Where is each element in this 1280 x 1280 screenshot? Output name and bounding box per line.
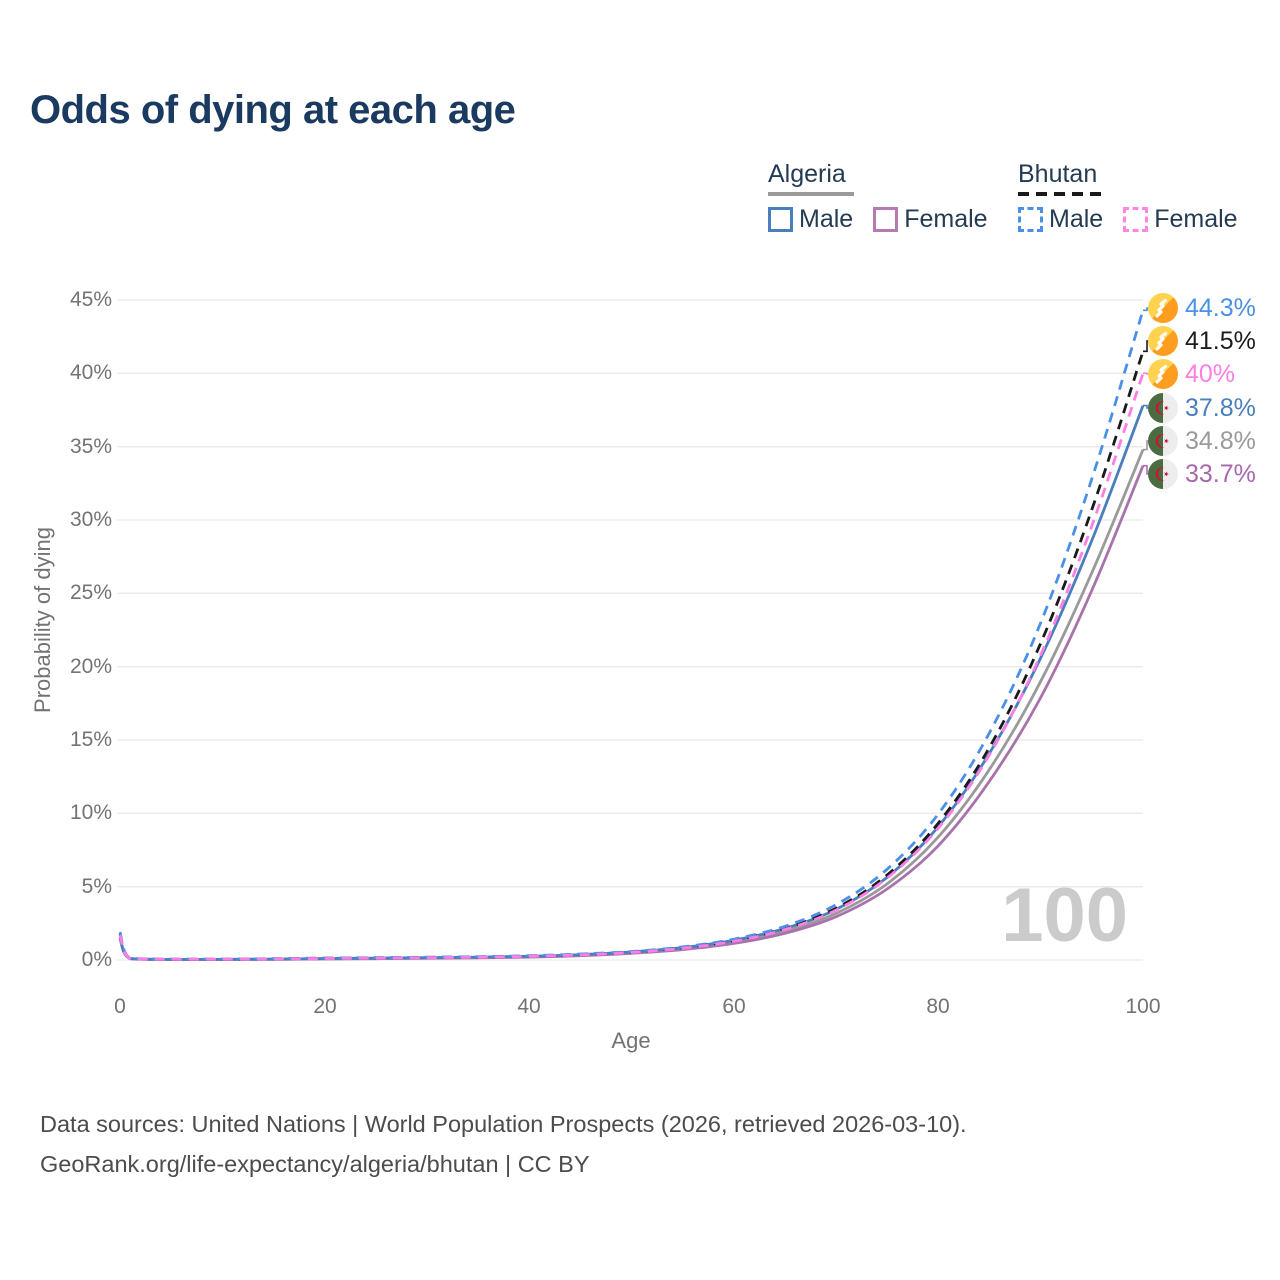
- legend-item-label: Female: [1154, 205, 1238, 233]
- x-tick-label: 40: [517, 995, 541, 1018]
- legend-item-algeria-female[interactable]: Female: [873, 205, 988, 234]
- bhutan-flag-icon: [1148, 293, 1178, 323]
- end-label-value: 40%: [1185, 359, 1236, 388]
- bhutan-female-swatch-icon: [1123, 207, 1149, 232]
- end-label-value: 33.7%: [1185, 459, 1256, 488]
- y-tick-label: 5%: [81, 875, 112, 898]
- bhutan-flag-icon: [1148, 359, 1178, 389]
- legend-item-algeria-male[interactable]: Male: [768, 205, 853, 234]
- legend-group-bhutan: Bhutan Male Female: [1018, 160, 1258, 234]
- series-line-bhutan-female[interactable]: [118, 372, 1145, 961]
- x-tick-label: 80: [926, 995, 950, 1018]
- y-tick-label: 20%: [69, 655, 112, 678]
- y-tick-label: 0%: [81, 948, 112, 971]
- bhutan-male-swatch-icon: [1018, 207, 1043, 232]
- y-axis-title: Probability of dying: [30, 527, 55, 713]
- legend-item-label: Male: [1049, 205, 1104, 233]
- end-label-value: 37.8%: [1185, 393, 1256, 422]
- x-tick-label: 0: [114, 995, 126, 1018]
- x-tick-label: 60: [722, 995, 746, 1018]
- legend-item-label: Male: [799, 205, 854, 233]
- end-label-algeria-all: 34.8%: [1148, 426, 1256, 456]
- footer: Data sources: United Nations | World Pop…: [40, 1104, 1250, 1184]
- bhutan-flag-icon: [1148, 326, 1178, 356]
- legend-item-label: Female: [904, 205, 988, 233]
- x-axis-title: Age: [611, 1028, 651, 1053]
- series-line-bhutan-male[interactable]: [118, 309, 1145, 961]
- current-age-watermark: 100: [1001, 873, 1128, 958]
- algeria-flag-icon: [1148, 393, 1178, 423]
- y-tick-label: 40%: [69, 361, 112, 384]
- end-label-value: 44.3%: [1185, 293, 1256, 322]
- y-tick-label: 10%: [69, 801, 112, 824]
- legend-country-algeria: Algeria: [768, 160, 846, 188]
- end-label-algeria-female: 33.7%: [1148, 459, 1256, 489]
- y-tick-label: 45%: [69, 288, 112, 311]
- legend-line-sample-dashed: [1018, 192, 1104, 196]
- end-label-bhutan-all: 41.5%: [1148, 326, 1256, 356]
- end-label-bhutan-male: 44.3%: [1148, 293, 1256, 323]
- end-label-value: 34.8%: [1185, 426, 1256, 455]
- y-tick-label: 30%: [69, 508, 112, 531]
- end-label-bhutan-female: 40%: [1148, 359, 1235, 389]
- y-tick-label: 35%: [69, 435, 112, 458]
- end-label-algeria-male: 37.8%: [1148, 393, 1256, 423]
- y-tick-label: 25%: [69, 581, 112, 604]
- footer-data-sources: Data sources: United Nations | World Pop…: [40, 1111, 967, 1137]
- legend-item-bhutan-female[interactable]: Female: [1123, 205, 1238, 234]
- x-tick-label: 100: [1125, 995, 1161, 1018]
- x-tick-label: 20: [313, 995, 337, 1018]
- page-title: Odds of dying at each age: [30, 88, 516, 132]
- footer-attribution: GeoRank.org/life-expectancy/algeria/bhut…: [40, 1151, 590, 1177]
- legend-country-bhutan: Bhutan: [1018, 160, 1098, 188]
- series-line-bhutan[interactable]: [118, 350, 1145, 961]
- algeria-flag-icon: [1148, 459, 1178, 489]
- legend-group-algeria: Algeria Male Female: [768, 160, 1008, 234]
- legend-line-sample-solid: [768, 192, 854, 196]
- algeria-female-swatch-icon: [873, 207, 899, 232]
- end-label-value: 41.5%: [1185, 326, 1256, 355]
- algeria-male-swatch-icon: [768, 207, 793, 232]
- algeria-flag-icon: [1148, 426, 1178, 456]
- legend-item-bhutan-male[interactable]: Male: [1018, 205, 1103, 234]
- line-chart-plot-area[interactable]: [0, 270, 1280, 1030]
- y-tick-label: 15%: [69, 728, 112, 751]
